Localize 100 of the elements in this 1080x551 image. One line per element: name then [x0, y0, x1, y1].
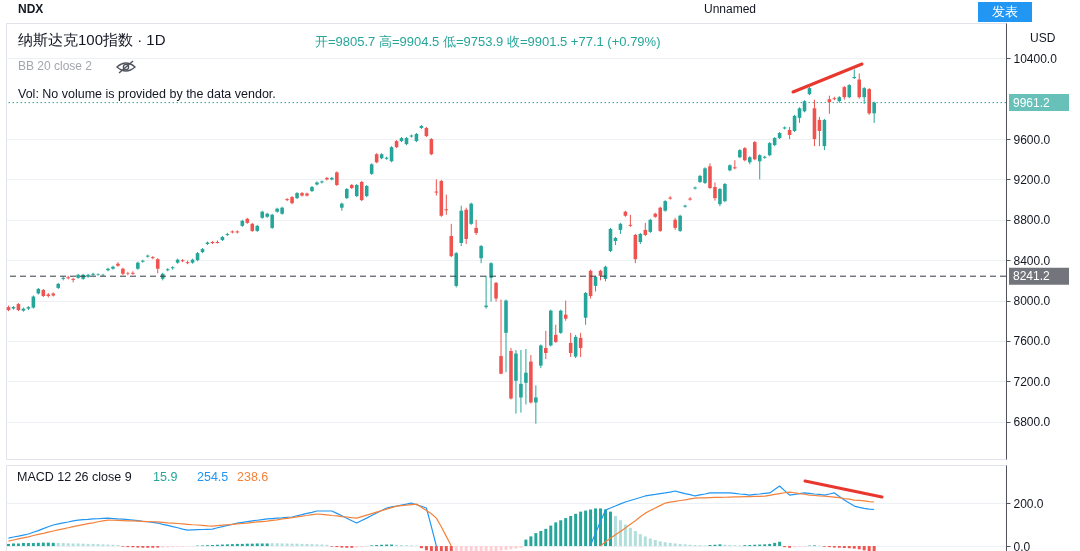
annotation: BB 20 close 2: [18, 59, 93, 73]
bar: [86, 543, 90, 547]
annotation: Vol: No volume is provided by the data vendor.: [18, 87, 276, 101]
candlestick: [474, 219, 478, 236]
bar: [643, 536, 647, 547]
annotation: 238.6: [237, 470, 269, 484]
bar: [275, 543, 279, 547]
candlestick: [688, 196, 692, 202]
candlestick: [733, 159, 737, 170]
bar: [658, 541, 662, 547]
bar: [589, 509, 593, 547]
bar: [773, 542, 777, 547]
y-tick-label: 6800.0: [1013, 415, 1051, 430]
bar: [768, 543, 772, 547]
bar: [514, 546, 518, 549]
bar: [613, 515, 617, 547]
y-tick-label: 8400.0: [1013, 253, 1051, 268]
bar: [71, 543, 75, 547]
candlestick: [539, 343, 543, 369]
y-tick-label: 9600.0: [1013, 132, 1051, 147]
bar: [529, 536, 533, 547]
bar: [31, 543, 35, 547]
bar: [235, 543, 239, 547]
candlestick: [479, 244, 483, 264]
bar: [544, 528, 548, 547]
candlestick: [534, 384, 538, 425]
text: NDX: [18, 2, 44, 16]
ref-line-label: 8241.2: [1013, 269, 1051, 284]
bar: [51, 542, 55, 547]
bar: [554, 522, 558, 547]
bar: [574, 513, 578, 547]
bar: [270, 543, 274, 547]
bar: [11, 543, 15, 547]
y-tick-label: 7600.0: [1013, 334, 1051, 349]
bar: [857, 546, 861, 550]
candlestick: [757, 153, 762, 180]
bar: [653, 540, 657, 547]
bar: [91, 543, 95, 547]
bar: [778, 541, 782, 547]
candlestick: [499, 299, 503, 375]
candlestick: [315, 180, 319, 186]
y-tick-label: 7200.0: [1013, 374, 1051, 389]
bar: [524, 539, 528, 547]
bar: [539, 531, 543, 547]
bar: [549, 525, 553, 547]
bar: [594, 508, 598, 547]
bar: [618, 520, 622, 547]
bar: [300, 543, 304, 547]
bar: [608, 511, 612, 547]
candlestick: [494, 281, 498, 303]
bar: [847, 546, 851, 549]
text: 发表: [978, 2, 1032, 22]
bar: [36, 542, 40, 547]
bar: [569, 515, 573, 547]
bar: [862, 546, 866, 551]
bar: [16, 543, 20, 547]
bar: [66, 543, 70, 547]
text: 开=9805.7 高=9904.5 低=9753.9 收=9901.5 +77.1 (+0.79%): [315, 33, 661, 51]
bar: [559, 520, 563, 547]
bar: [21, 543, 25, 547]
bar: [648, 538, 652, 547]
candlestick: [519, 349, 523, 414]
candlestick: [544, 330, 548, 360]
candlestick: [553, 324, 558, 344]
candlestick: [449, 223, 454, 258]
bar: [663, 542, 667, 547]
ref-line-label: 9961.2: [1013, 95, 1051, 110]
text: 纳斯达克100指数 · 1D: [18, 31, 166, 50]
bar: [623, 524, 627, 547]
text: USD: [1030, 31, 1056, 45]
bar: [579, 511, 583, 547]
bar: [534, 533, 538, 547]
candlestick: [752, 140, 757, 161]
y-tick-label: 200.0: [1013, 496, 1044, 511]
bar: [46, 542, 50, 547]
candlestick: [489, 261, 493, 303]
bar: [852, 546, 856, 549]
bar: [285, 543, 289, 547]
bar: [673, 543, 677, 547]
y-tick-label: 8800.0: [1013, 213, 1051, 228]
bar: [424, 546, 428, 551]
bar: [509, 546, 513, 550]
y-tick-label: 9200.0: [1013, 172, 1051, 187]
bar: [628, 527, 632, 547]
bar: [564, 518, 568, 547]
candlestick: [116, 261, 120, 268]
y-tick-label: 10400.0: [1013, 51, 1058, 66]
bar: [419, 546, 423, 549]
y-tick-label: 8000.0: [1013, 294, 1051, 309]
bar: [76, 543, 80, 547]
bar: [26, 543, 30, 547]
candlestick: [524, 348, 528, 405]
bar: [280, 543, 284, 547]
annotation: 254.5: [197, 470, 229, 484]
bar: [260, 543, 264, 547]
annotation: 15.9: [153, 470, 178, 484]
y-tick-label: 0.0: [1013, 539, 1031, 551]
text: Unnamed: [704, 2, 757, 16]
candlestick: [852, 68, 857, 80]
bar: [41, 542, 45, 547]
